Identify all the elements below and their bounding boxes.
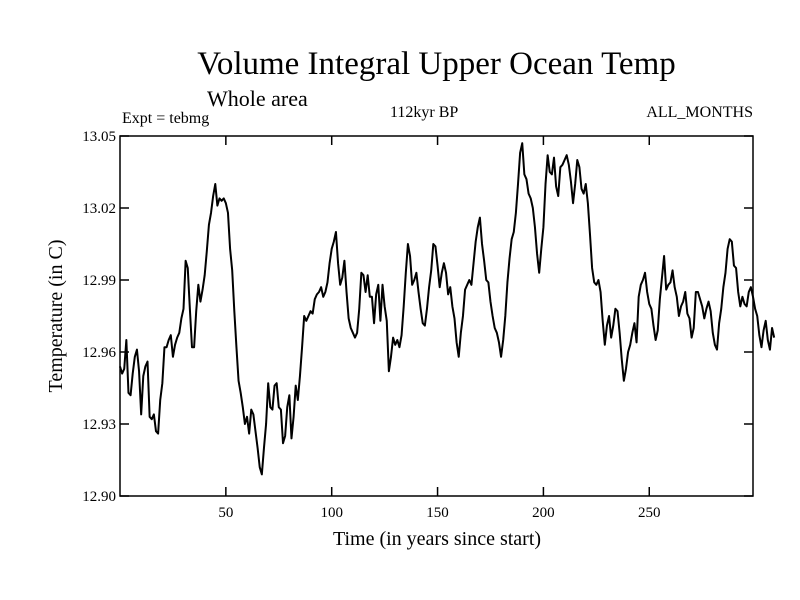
y-axis-ticks: 12.90 12.93 12.96 12.99 13.02 13.05 [82, 129, 753, 505]
x-tick-label: 150 [426, 505, 449, 521]
x-tick-label: 200 [532, 505, 555, 521]
chart-title: Volume Integral Upper Ocean Temp [197, 46, 676, 82]
y-tick-label: 12.99 [82, 273, 116, 289]
x-axis-ticks: 50 100 150 200 250 [218, 136, 661, 521]
x-tick-label: 100 [320, 505, 343, 521]
experiment-label: Expt = tebmg [122, 110, 210, 127]
period-label: 112kyr BP [390, 104, 459, 121]
months-label: ALL_MONTHS [646, 104, 753, 121]
y-tick-label: 13.05 [82, 129, 116, 145]
y-tick-label: 13.02 [82, 201, 116, 217]
chart-subtitle: Whole area [207, 86, 308, 111]
y-tick-label: 12.96 [82, 345, 116, 361]
y-tick-label: 12.93 [82, 417, 116, 433]
x-tick-label: 50 [218, 505, 233, 521]
y-tick-label: 12.90 [82, 489, 116, 505]
series-line-tebmg [119, 142, 776, 476]
x-tick-label: 250 [638, 505, 661, 521]
plot-frame [119, 135, 754, 497]
x-axis-title: Time (in years since start) [333, 528, 541, 550]
y-axis-title: Temperature (in C) [45, 240, 67, 393]
